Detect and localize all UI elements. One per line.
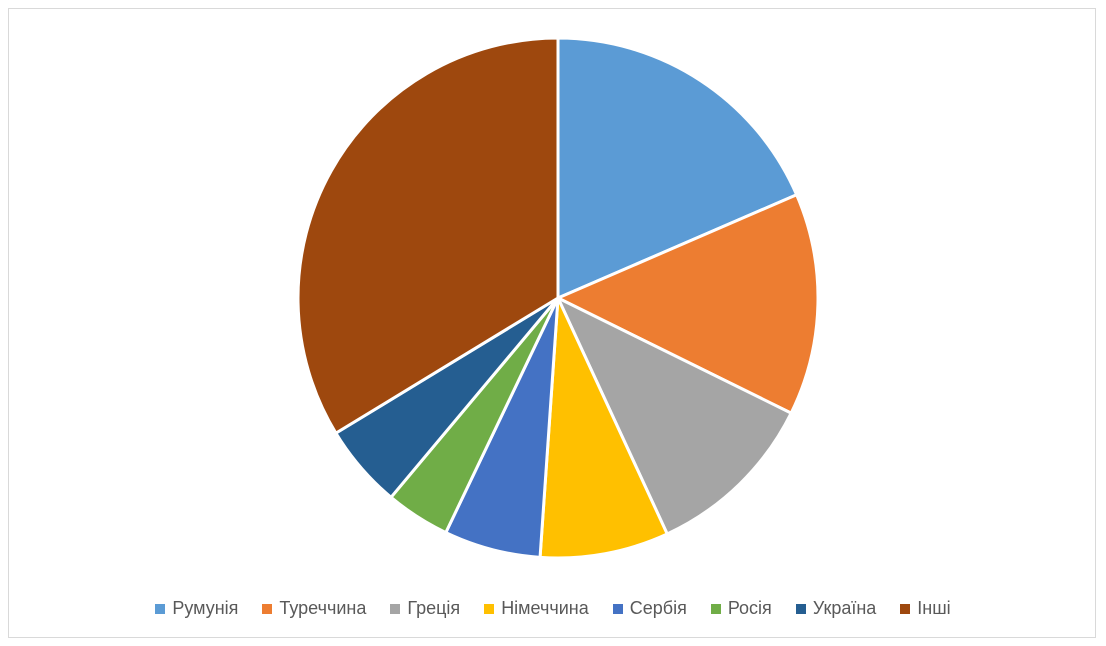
- legend-label: Туреччина: [279, 598, 367, 618]
- legend-swatch: [484, 603, 495, 614]
- legend-label: Греція: [407, 598, 461, 618]
- legend-item: Туреччина: [262, 598, 366, 619]
- legend-label: Румунія: [172, 598, 239, 618]
- legend-swatch: [710, 603, 721, 614]
- legend-label: Сербія: [629, 598, 687, 618]
- legend-swatch: [262, 603, 273, 614]
- legend-swatch: [390, 603, 401, 614]
- legend-item: Інші: [900, 598, 951, 619]
- legend-swatch: [795, 603, 806, 614]
- legend-label: Україна: [812, 598, 877, 618]
- pie-slice-2: [556, 193, 820, 415]
- legend-item: Румунія: [155, 598, 238, 619]
- pie-slice-4: [538, 296, 669, 560]
- legend-item: Греція: [390, 598, 460, 619]
- pie-slices: [296, 36, 820, 560]
- legend-swatch: [612, 603, 623, 614]
- legend-item: Росія: [710, 598, 772, 619]
- legend-swatch: [155, 603, 166, 614]
- pie-slice-3: [556, 296, 793, 536]
- legend-label: Росія: [727, 598, 772, 618]
- legend-item: Німеччина: [484, 598, 589, 619]
- legend-swatch: [900, 603, 911, 614]
- legend-item: Україна: [795, 598, 877, 619]
- legend-item: Сербія: [612, 598, 687, 619]
- legend-label: Інші: [917, 598, 951, 618]
- chart-legend: Румунія Туреччина Греція Німеччина Сербія Рос…: [0, 598, 1106, 619]
- legend-label: Німеччина: [501, 598, 589, 618]
- pie-slice-8: [296, 36, 560, 435]
- pie-slice-1: [556, 36, 799, 300]
